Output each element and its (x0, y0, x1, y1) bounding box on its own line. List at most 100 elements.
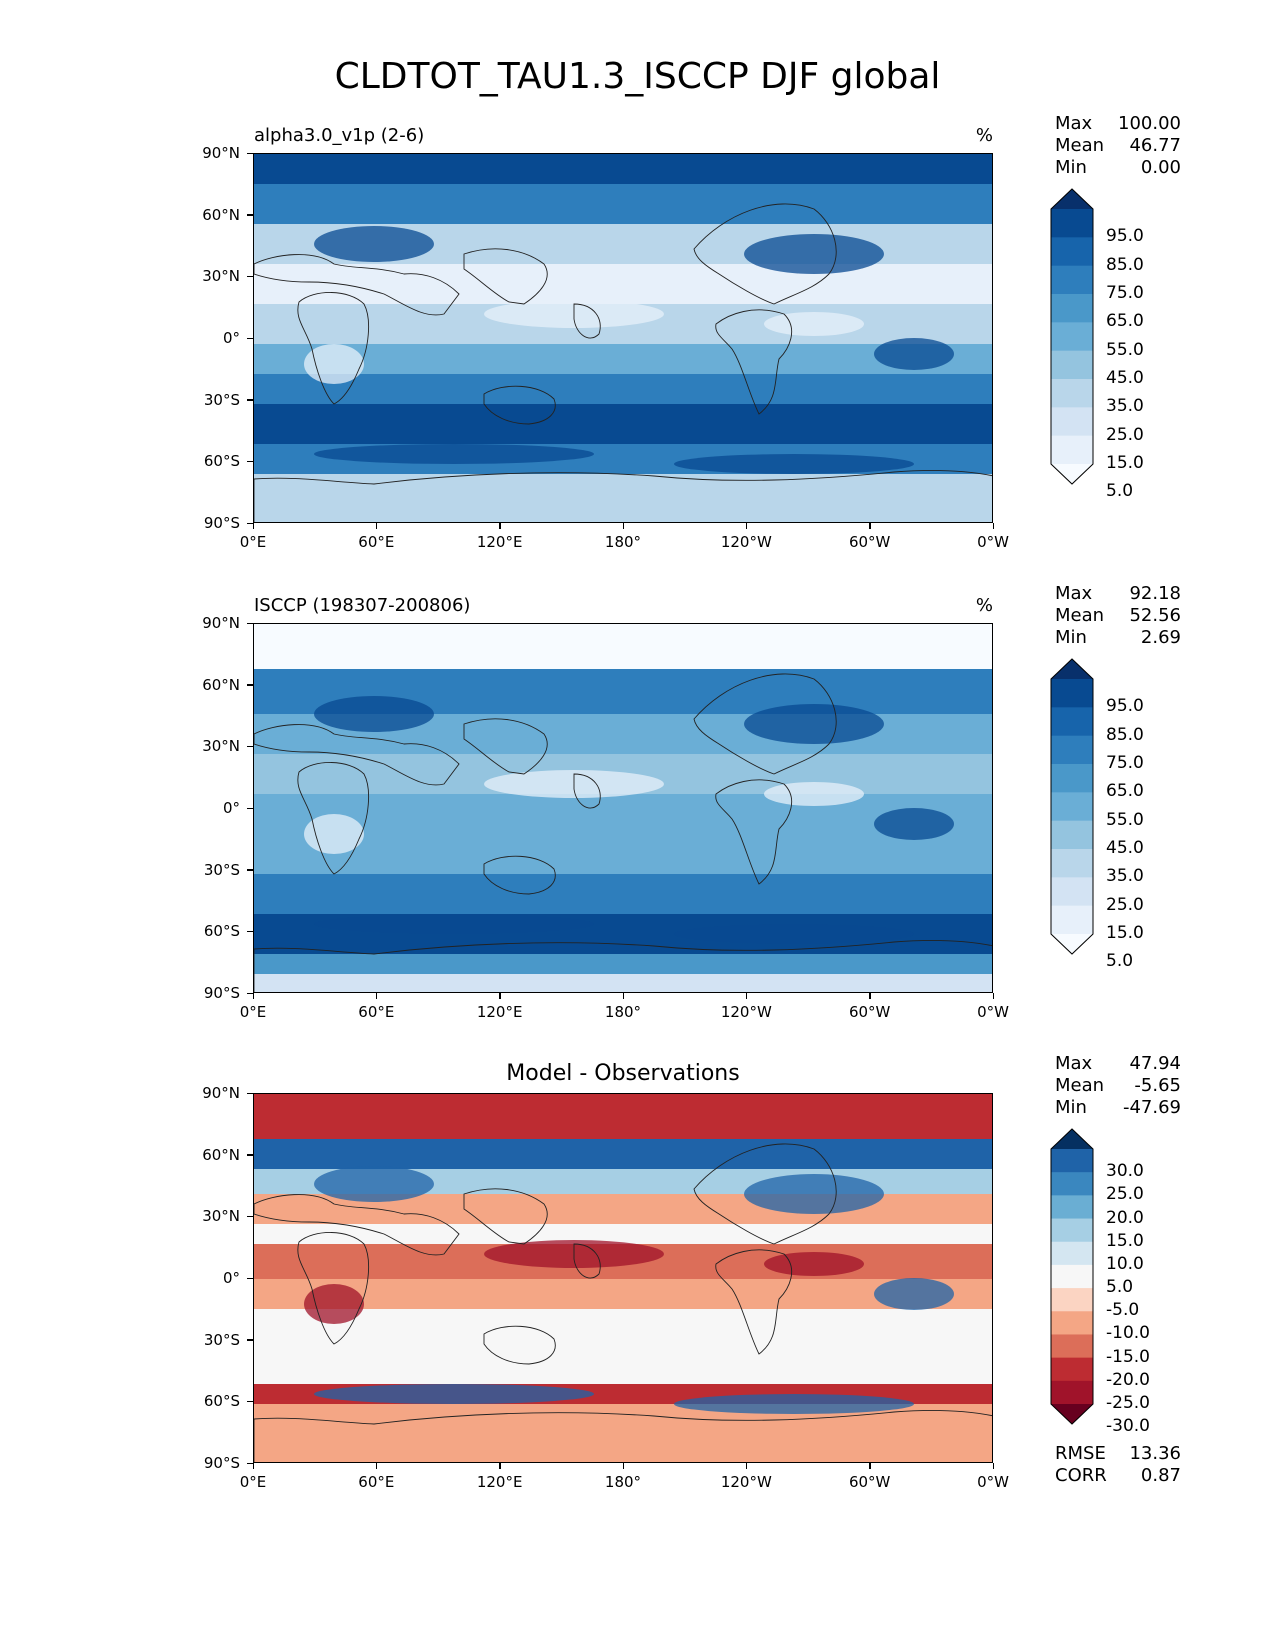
colorbar-swatch (1051, 792, 1093, 822)
lat-tick-label: 30°N (202, 737, 240, 756)
lat-tick (247, 1092, 253, 1094)
lon-tick (745, 1463, 748, 1469)
coastline (483, 1325, 556, 1365)
stat-value: 2.69 (1140, 627, 1181, 648)
stat-row: Max 92.18 (1055, 583, 1181, 605)
colorbar-tick-label: 55.0 (1106, 809, 1144, 830)
metric-value: 0.87 (1140, 1465, 1181, 1486)
field-band (254, 794, 992, 834)
stats-block: Max 92.18 Mean 52.56 Min 2.69 (1055, 583, 1181, 649)
field-feature (744, 1174, 884, 1214)
lon-tick-label: 120°W (720, 1473, 772, 1491)
stat-label: Mean (1055, 605, 1105, 626)
colorbar-swatch (1051, 322, 1093, 352)
lat-tick-label: 90°N (202, 1084, 240, 1102)
colorbar-extend-top (1051, 659, 1093, 679)
stat-row: Min 2.69 (1055, 627, 1181, 649)
colorbar-tick-label: 5.0 (1106, 951, 1134, 972)
lat-tick (247, 460, 253, 463)
lon-tick (252, 1463, 254, 1469)
field-band (254, 834, 992, 874)
field-band (254, 264, 992, 304)
coastline (483, 385, 556, 425)
coastline (254, 254, 460, 316)
colorbar-swatch (1051, 849, 1093, 878)
lat-tick-label: 60°S (203, 1392, 240, 1411)
stat-value: 47.94 (1129, 1053, 1181, 1074)
lon-tick (992, 1463, 994, 1469)
lon-tick-label: 60°E (358, 533, 395, 551)
colorbar-tick-label: 25.0 (1106, 894, 1144, 915)
coastline (463, 248, 548, 305)
field-feature (764, 1252, 864, 1276)
field-band (254, 1309, 992, 1349)
map-field (254, 624, 992, 992)
lat-tick (247, 1277, 253, 1279)
colorbar-tick-label: -15.0 (1106, 1346, 1150, 1367)
stat-row: Max 47.94 (1055, 1053, 1181, 1075)
colorbar-swatch (1051, 764, 1093, 793)
coastline (463, 1188, 548, 1245)
coastline (483, 855, 556, 895)
colorbar-swatch (1051, 209, 1093, 238)
colorbar-outline (1050, 188, 1094, 485)
colorbar-extend-bottom (1051, 934, 1093, 954)
coastline (693, 1143, 837, 1245)
colorbar-tick-label: 35.0 (1106, 396, 1144, 417)
lat-tick (247, 275, 253, 278)
metric-label: RMSE (1055, 1443, 1106, 1464)
colorbar (1050, 188, 1094, 485)
figure-title: CLDTOT_TAU1.3_ISCCP DJF global (334, 56, 941, 97)
coastline (254, 939, 992, 992)
field-feature (764, 782, 864, 806)
units-label: % (975, 125, 993, 146)
colorbar-tick-label: 25.0 (1106, 424, 1144, 445)
colorbar-tick-label: 15.0 (1106, 1230, 1144, 1251)
colorbar-tick-label: 5.0 (1106, 481, 1134, 502)
lat-tick-label: 90°S (203, 1454, 240, 1472)
lon-tick-label: 180° (604, 1473, 642, 1491)
stat-row: Max 100.00 (1055, 113, 1181, 135)
field-feature (744, 234, 884, 274)
colorbar-swatch (1051, 294, 1093, 323)
lon-tick (745, 523, 748, 529)
lat-tick (247, 1462, 253, 1464)
coastline (297, 1232, 369, 1345)
map-plot (253, 1093, 993, 1463)
colorbar-tick-label: 95.0 (1106, 696, 1144, 717)
stat-value: 92.18 (1129, 583, 1181, 604)
field-feature (314, 914, 594, 934)
colorbar-swatch (1051, 820, 1093, 850)
lon-tick (869, 993, 871, 999)
colorbar-tick-label: 85.0 (1106, 254, 1144, 275)
lon-tick (252, 523, 254, 529)
colorbar-swatch (1051, 877, 1093, 907)
field-band (254, 1094, 992, 1139)
lon-tick (622, 1463, 624, 1469)
lon-tick (869, 523, 871, 529)
lon-tick-label: 60°W (848, 1003, 891, 1021)
stat-label: Min (1055, 1097, 1087, 1118)
colorbar-extend-top (1051, 1129, 1093, 1149)
field-feature (314, 444, 594, 464)
colorbar-tick-label: -10.0 (1106, 1323, 1150, 1344)
stats-block: Max 47.94 Mean -5.65 Min -47.69 (1055, 1053, 1181, 1119)
coastline (254, 1409, 992, 1462)
lon-tick-label: 120°E (476, 1473, 523, 1491)
colorbar-swatch (1051, 1195, 1093, 1220)
lon-tick-label: 60°W (848, 533, 891, 551)
stat-value: -5.65 (1134, 1075, 1181, 1096)
field-band (254, 1224, 992, 1244)
metric-row: RMSE 13.36 (1055, 1443, 1181, 1465)
field-band (254, 344, 992, 374)
colorbar-tick-label: 15.0 (1106, 923, 1144, 943)
colorbar-tick-label: 55.0 (1106, 339, 1144, 360)
lat-tick-label: 90°N (202, 144, 240, 162)
colorbar-swatch (1051, 1172, 1093, 1196)
colorbar-tick-label: 5.0 (1106, 1277, 1134, 1298)
field-band (254, 374, 992, 404)
map-plot (253, 623, 993, 993)
lat-tick (247, 152, 253, 154)
field-band (254, 1349, 992, 1384)
stat-row: Mean -5.65 (1055, 1075, 1181, 1097)
